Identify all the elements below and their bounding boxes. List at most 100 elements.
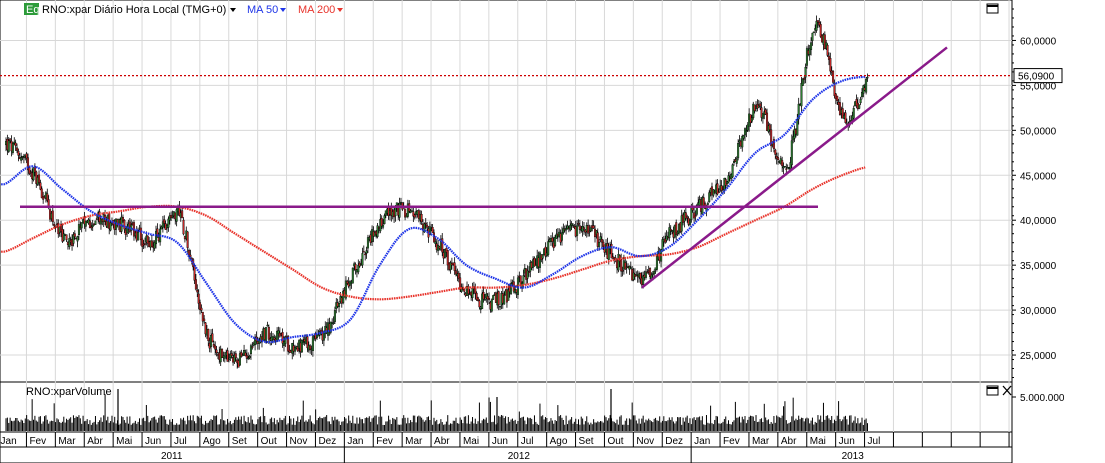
- candle-body: [646, 271, 649, 274]
- candle-body: [361, 253, 364, 266]
- ma200-legend[interactable]: MA 200: [298, 4, 335, 16]
- candle-body: [533, 257, 536, 267]
- candle-body: [577, 223, 580, 225]
- candle-body: [865, 78, 868, 93]
- candle-body: [27, 157, 30, 171]
- candle-body: [207, 328, 210, 341]
- x-month-label: Abr: [781, 436, 797, 447]
- candle-body: [583, 227, 586, 230]
- candle-body: [88, 220, 91, 228]
- eq-badge[interactable]: [24, 3, 39, 15]
- x-month-label: Out: [607, 436, 623, 447]
- candle-body: [354, 264, 357, 270]
- candle-body: [551, 237, 554, 242]
- candle-body: [238, 353, 241, 366]
- candle-body: [684, 212, 687, 219]
- candle-body: [338, 303, 341, 308]
- x-month-label: Dez: [665, 436, 683, 447]
- candle-body: [774, 149, 777, 155]
- maximize-icon[interactable]: [986, 3, 999, 14]
- candle-body: [413, 214, 416, 218]
- candle-body: [424, 222, 427, 225]
- candle-body: [229, 353, 232, 358]
- candle-body: [161, 221, 164, 228]
- support-trendline[interactable]: [641, 46, 948, 289]
- x-month-label: Jul: [868, 436, 881, 447]
- candle-body: [273, 337, 276, 340]
- candle-body: [507, 289, 510, 301]
- candle-body: [486, 296, 489, 300]
- candle-body: [860, 92, 863, 98]
- candle-body: [620, 258, 623, 272]
- x-month-label: Jun: [145, 436, 161, 447]
- y-tick-label: 60,0000: [1020, 36, 1057, 47]
- x-month-label: Jan: [347, 436, 363, 447]
- candle-body: [126, 226, 129, 234]
- candle-body: [481, 293, 484, 310]
- candle-body: [526, 270, 529, 279]
- candle-body: [764, 109, 767, 115]
- candle-body: [463, 288, 466, 292]
- candle-body: [21, 155, 24, 158]
- instrument-dropdown-icon[interactable]: [230, 8, 236, 12]
- candle-body: [599, 236, 602, 240]
- candle-body: [181, 210, 184, 219]
- x-month-label: Dez: [318, 436, 336, 447]
- candle-body: [639, 272, 642, 280]
- candle-body: [153, 242, 156, 249]
- candle-body: [249, 345, 252, 355]
- volume-maximize-icon[interactable]: [986, 385, 999, 396]
- candle-body: [267, 326, 270, 340]
- x-month-label: Nov: [636, 436, 654, 447]
- candle-body: [32, 167, 35, 181]
- candle-body: [541, 254, 544, 259]
- candle-body: [841, 108, 844, 119]
- instrument-title[interactable]: RNO:xpar Diário Hora Local (TMG+0): [42, 4, 226, 16]
- candle-body: [9, 138, 12, 141]
- x-month-label: Abr: [434, 436, 450, 447]
- candle-body: [797, 103, 800, 120]
- candle-body: [855, 99, 858, 106]
- candle-body: [555, 233, 558, 239]
- candle-body: [221, 348, 224, 358]
- candle-body: [7, 140, 10, 152]
- candle-body: [22, 156, 25, 159]
- candle-body: [576, 225, 579, 236]
- candle-body: [155, 231, 158, 245]
- candle-body: [538, 252, 541, 268]
- candle-body: [366, 237, 369, 249]
- candle-body: [382, 224, 385, 228]
- candle-body: [803, 77, 806, 80]
- ma50-dropdown-icon[interactable]: [280, 8, 286, 12]
- candle-body: [815, 20, 818, 31]
- candle-body: [844, 112, 847, 123]
- candle-body: [642, 275, 645, 285]
- volume-close-icon[interactable]: [1002, 385, 1012, 396]
- candle-body: [772, 139, 775, 149]
- candle-body: [547, 241, 550, 255]
- candle-body: [193, 265, 196, 281]
- candle-body: [175, 209, 178, 222]
- candle-body: [233, 354, 236, 363]
- candle-body: [671, 230, 674, 232]
- candle-body: [428, 226, 431, 236]
- candle-body: [420, 214, 423, 222]
- candle-body: [859, 98, 862, 104]
- candle-body: [810, 42, 813, 50]
- candle-body: [459, 277, 462, 290]
- candle-body: [801, 78, 804, 86]
- candle-body: [251, 346, 254, 348]
- candle-body: [248, 355, 251, 359]
- candle-body: [649, 268, 652, 277]
- candle-body: [706, 203, 709, 205]
- candle-body: [72, 234, 75, 244]
- annotations: [0, 46, 1012, 289]
- ma50-legend[interactable]: MA 50: [247, 4, 278, 16]
- x-month-label: Jul: [521, 436, 534, 447]
- ma200-dropdown-icon[interactable]: [337, 8, 343, 12]
- candle-body: [742, 135, 745, 139]
- y-tick-label: 45,0000: [1020, 171, 1057, 182]
- candle-body: [95, 218, 98, 220]
- volume-title: RNO:xparVolume: [26, 386, 112, 398]
- candle-body: [785, 168, 788, 170]
